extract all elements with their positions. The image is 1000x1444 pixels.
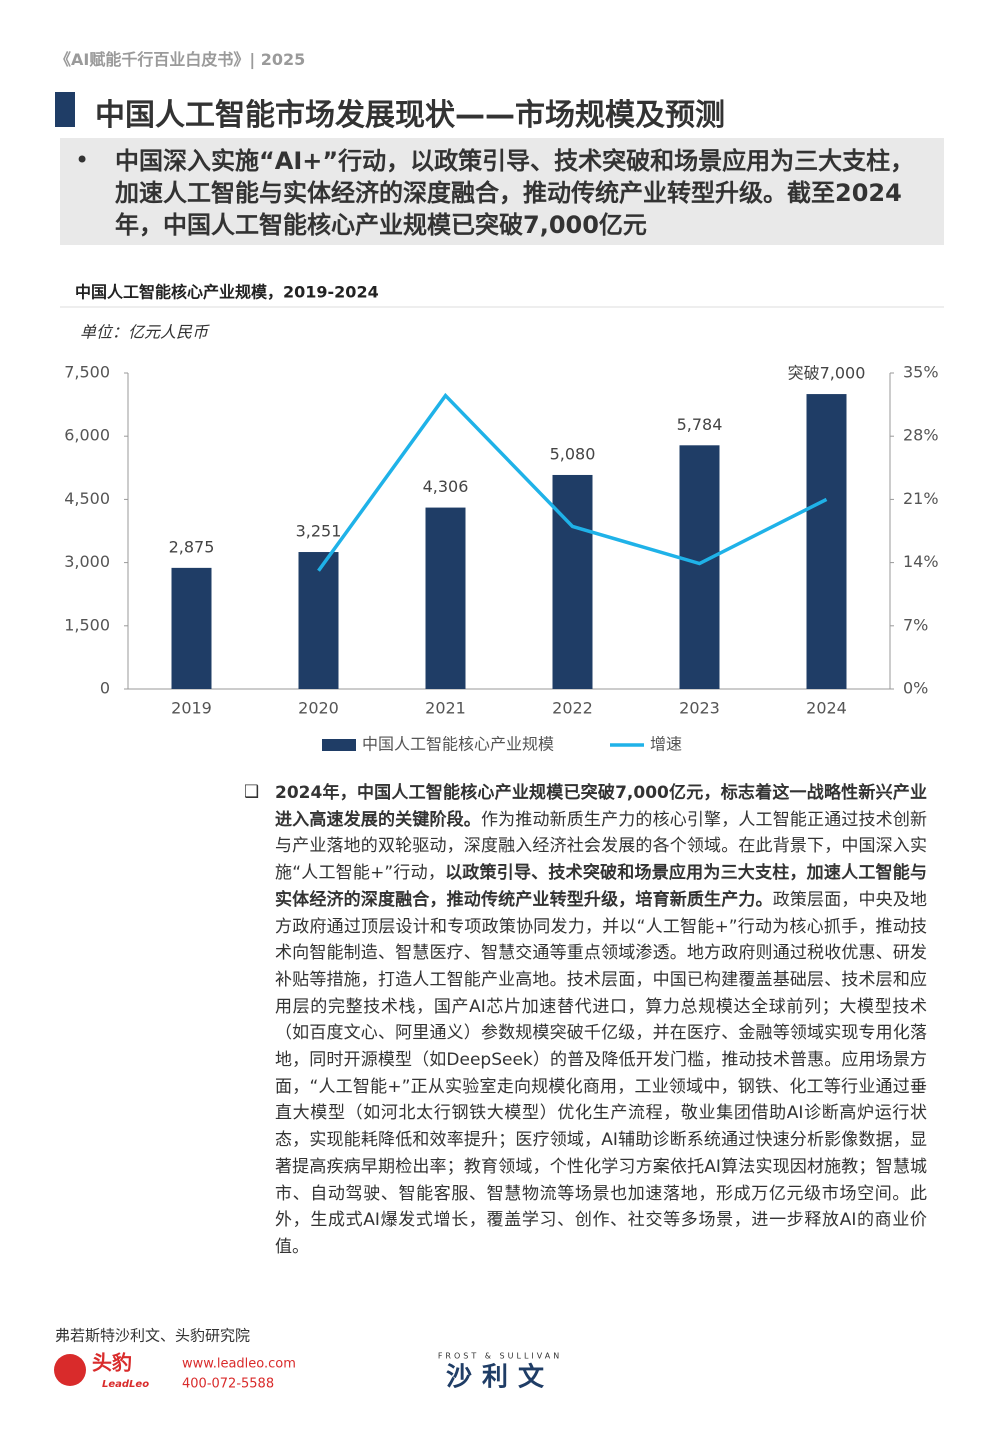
doc-title: 《AI赋能千行百业白皮书》| 2025 [55,50,306,69]
y2-tick-label: 7% [903,615,928,634]
body-run: 以政策引导、技术突破和场景应用为三大支柱，加速人工智能与实体经济的深度融合，推动… [275,863,928,910]
value-label: 3,251 [296,522,342,541]
x-tick-label: 2019 [171,699,212,718]
y-tick-label: 6,000 [64,426,110,445]
logo-icon [54,1354,86,1386]
x-tick-label: 2021 [425,699,466,718]
title-bar [55,92,75,127]
x-tick-label: 2024 [806,699,847,718]
bar [806,394,847,689]
y2-tick-label: 28% [903,426,939,445]
bar [679,445,720,689]
partner-en: FROST & SULLIVAN [438,1352,562,1361]
bar [298,552,339,689]
legend-label: 增速 [650,735,682,754]
y-tick-label: 4,500 [64,489,110,508]
y-tick-label: 3,000 [64,552,110,571]
brand: 头豹 [92,1351,132,1375]
bar [552,474,593,689]
website: www.leadleo.com [182,1357,296,1372]
phone: 400-072-5588 [182,1377,274,1392]
chart-title: 中国人工智能核心产业规模，2019-2024 [75,283,379,302]
legend-label: 中国人工智能核心产业规模 [362,735,554,754]
source: 弗若斯特沙利文、头豹研究院 [55,1327,250,1345]
value-label: 2,875 [169,537,215,556]
y-tick-label: 0 [100,679,110,698]
y2-tick-label: 21% [903,489,939,508]
x-tick-label: 2020 [298,699,339,718]
brand-en: LeadLeo [102,1379,149,1390]
summary: 中国深入实施“AI+”行动，以政策引导、技术突破和场景应用为三大支柱，加速人工智… [115,147,915,239]
chart: 中国人工智能核心产业规模，2019-2024 单位：亿元人民币 0 1,500 3,… [60,283,944,754]
body-text: 2024年，中国人工智能核心产业规模已突破7,000亿元，标志着这一战略性新兴产… [275,780,927,1261]
partner: 沙利文 [446,1362,554,1393]
growth-line [317,392,828,572]
x-tick-label: 2023 [679,699,720,718]
value-label: 5,784 [677,415,723,434]
y2-tick-label: 0% [903,679,928,698]
body-run: 作为推动新质生产力的核心引擎，人工智能正通过技术创新与产业落地的双轮驱动，深度融… [275,809,928,884]
legend-swatch [322,739,356,751]
body-run: 2024年，中国人工智能核心产业规模已突破7,000亿元，标志着这一战略性新兴产… [275,783,927,830]
value-label: 4,306 [423,477,469,496]
bar [425,507,466,689]
bar [171,567,212,689]
body-run: 政策层面，中央及地方政府通过顶层设计和专项政策协同发力，并以“人工智能+”行动为… [275,889,928,1257]
unit-label: 单位：亿元人民币 [80,323,210,342]
page-title: 中国人工智能市场发展现状——市场规模及预测 [95,98,725,133]
y2-tick-label: 35% [903,363,939,382]
x-tick-label: 2022 [552,699,593,718]
summary-box [60,138,944,245]
value-label: 突破7,000 [788,364,866,383]
bullet: • [75,146,90,174]
y2-tick-label: 14% [903,552,939,571]
y-tick-label: 7,500 [64,363,110,382]
bullet: ❑ [244,782,260,802]
footer: 弗若斯特沙利文、头豹研究院 头豹 LeadLeo www.leadleo.com… [54,1327,562,1393]
y-tick-label: 1,500 [64,615,110,634]
value-label: 5,080 [550,444,596,463]
